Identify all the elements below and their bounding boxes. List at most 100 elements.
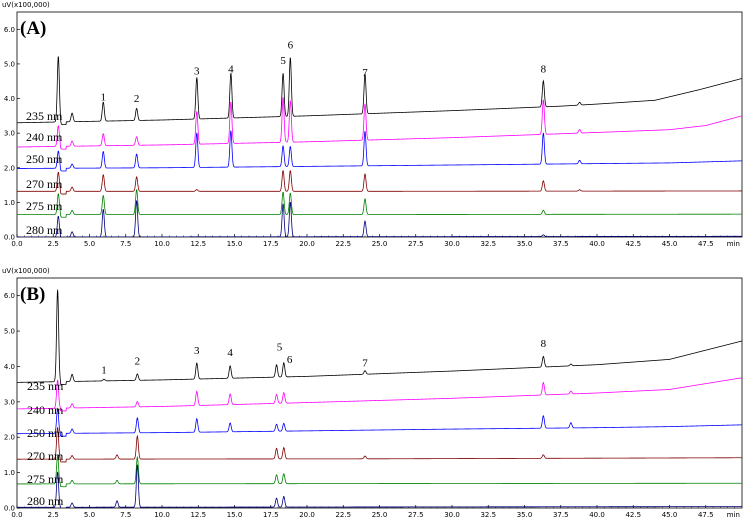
y-tick-label: 3.0 [4,398,15,406]
x-tick-label: 10.0 [154,240,170,248]
x-tick-label: 2.5 [48,240,59,248]
y-tick-label: 5.0 [4,328,15,336]
peak-number-label: 4 [228,64,234,76]
x-tick-label: 2.5 [48,511,59,519]
trace-label: 250 nm [27,426,64,440]
trace-275-nm [17,189,742,218]
x-tick-label: 12.5 [190,240,206,248]
x-tick-label: 25.0 [372,511,388,519]
x-tick-label: 35.0 [517,240,533,248]
trace-label: 240 nm [27,403,64,417]
trace-235-nm [17,289,742,385]
x-tick-label: 30.0 [444,240,460,248]
trace-label: 275 nm [27,472,64,486]
trace-label: 250 nm [26,152,63,166]
x-tick-label: 20.0 [299,240,315,248]
peak-number-label: 8 [541,64,547,76]
y-tick-label: 2.0 [4,434,15,442]
y-tick-label: 0.0 [4,505,15,513]
x-tick-label: 12.5 [190,511,206,519]
peak-number-label: 5 [280,55,286,67]
trace-240-nm [17,377,742,412]
x-tick-label: 35.0 [517,511,533,519]
x-tick-label: 10.0 [154,511,170,519]
trace-label: 240 nm [26,130,63,144]
x-tick-label: 7.5 [120,240,131,248]
x-tick-label: 17.5 [263,240,279,248]
trace-270-nm [17,170,742,195]
y-tick-label: 0.0 [4,234,15,242]
trace-250-nm [17,130,742,172]
x-tick-label: 22.5 [335,240,351,248]
y-unit-label: uV(x100,000) [2,267,50,275]
peak-number-label: 5 [277,342,283,354]
y-tick-label: 6.0 [4,292,15,300]
trace-label: 270 nm [26,177,63,191]
x-tick-label: 40.0 [589,511,605,519]
y-tick-label: 1.0 [4,469,15,477]
y-unit-label: uV(x100,000) [2,1,50,9]
x-tick-label: 22.5 [335,511,351,519]
traces [17,289,742,508]
x-tick-label: 7.5 [120,511,131,519]
peak-number-label: 1 [101,365,107,377]
x-tick-label: 32.5 [480,511,496,519]
trace-label: 270 nm [27,449,64,463]
x-tick-label: 0.0 [11,240,22,248]
plot-frame [16,11,743,238]
x-unit-label: min [727,511,740,519]
x-unit-label: min [727,240,740,248]
peak-number-label: 4 [227,347,233,359]
y-tick-label: 2.0 [4,164,15,172]
trace-235-nm [17,56,742,126]
x-tick-label: 15.0 [227,511,243,519]
x-tick-label: 5.0 [84,240,95,248]
peak-number-label: 8 [541,338,547,350]
x-tick-label: 42.5 [625,240,641,248]
trace-label: 235 nm [26,109,63,123]
traces [17,56,742,237]
trace-label: 235 nm [27,379,64,393]
trace-240-nm [17,97,742,150]
x-tick-label: 27.5 [408,240,424,248]
y-tick-label: 3.0 [4,130,15,138]
trace-280-nm [17,200,742,237]
x-tick-label: 37.5 [553,511,569,519]
peak-number-label: 2 [135,356,141,368]
trace-label: 280 nm [27,494,64,508]
peak-number-label: 6 [287,354,293,366]
peak-number-label: 7 [362,67,368,79]
trace-280-nm [17,464,742,508]
x-tick-label: 37.5 [553,240,569,248]
y-tick-label: 1.0 [4,199,15,207]
peak-number-label: 3 [194,65,200,77]
y-tick-label: 6.0 [4,26,15,34]
y-tick-label: 4.0 [4,95,15,103]
y-tick-label: 5.0 [4,60,15,68]
x-tick-label: 20.0 [299,511,315,519]
x-tick-label: 0.0 [11,511,22,519]
peak-number-label: 7 [362,357,368,369]
trace-label: 275 nm [26,199,63,213]
x-tick-label: 17.5 [263,511,279,519]
x-tick-label: 15.0 [227,240,243,248]
x-tick-label: 25.0 [372,240,388,248]
trace-270-nm [17,427,742,463]
plot-frame [16,277,743,509]
x-tick-label: 45.0 [662,240,678,248]
x-tick-label: 30.0 [444,511,460,519]
trace-275-nm [17,455,742,488]
x-tick-label: 5.0 [84,511,95,519]
x-tick-label: 27.5 [408,511,424,519]
y-tick-label: 4.0 [4,363,15,371]
trace-label: 280 nm [26,223,63,237]
x-tick-label: 42.5 [625,511,641,519]
x-tick-label: 47.5 [698,240,714,248]
panel-label: (A) [20,18,46,39]
trace-250-nm [17,407,742,437]
panel-b: uV(x100,000) 0.0 1.0 2.0 3.0 4.0 5.0 6.0 0.0 2.5 5… [2,267,743,519]
x-tick-label: 40.0 [589,240,605,248]
panel-label: (B) [20,284,45,305]
peak-number-label: 6 [288,39,294,51]
